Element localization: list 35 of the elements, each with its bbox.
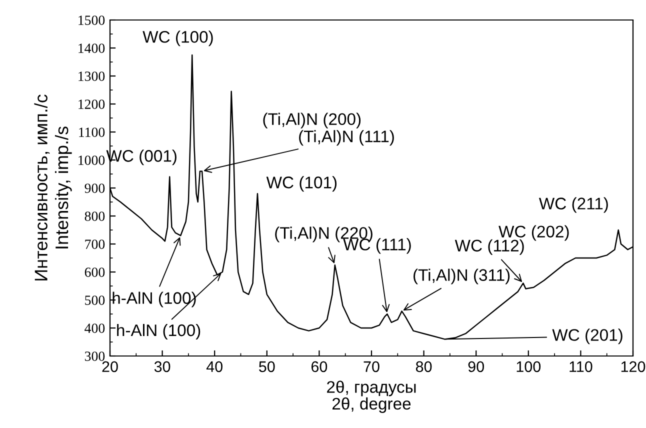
annotation: WC (201) xyxy=(552,328,622,344)
annotation: WC (100) xyxy=(142,30,213,46)
x-tick-label: 30 xyxy=(154,361,170,372)
x-tick-label: 120 xyxy=(621,361,646,372)
y-tick-label: 900 xyxy=(84,184,105,193)
annotation: (Ti,Al)N (111) xyxy=(299,130,394,146)
x-tick-label: 80 xyxy=(416,361,432,372)
y-tick-label: 400 xyxy=(84,324,105,333)
y-tick-label: 300 xyxy=(84,352,105,361)
x-tick-label: 20 xyxy=(102,361,118,372)
y-tick-label: 500 xyxy=(85,296,105,305)
x-tick-label: 50 xyxy=(259,361,275,372)
y-tick-label: 700 xyxy=(85,240,105,249)
y-tick-label: 1500 xyxy=(78,16,105,25)
y-axis-title: Интенсивность, имп./с Intensity, imp./s xyxy=(34,94,72,280)
annotation: WC (211) xyxy=(538,197,608,213)
x-tick-label: 100 xyxy=(516,361,541,372)
annotation: (Ti,Al)N (311) xyxy=(414,268,510,284)
x-axis-title: 2θ, градусы 2θ, degree xyxy=(327,380,416,413)
x-tick-label: 90 xyxy=(468,361,484,372)
y-tick-label: 1000 xyxy=(78,156,105,165)
annotation: (Ti,Al)N (200) xyxy=(263,112,361,128)
annotation: h-AlN (100) xyxy=(117,324,200,340)
x-tick-label: 70 xyxy=(364,361,380,372)
x-tick-label: 60 xyxy=(311,361,328,372)
annotation: WC (112) xyxy=(454,239,524,255)
y-tick-label: 1200 xyxy=(78,100,105,109)
y-tick-label: 1100 xyxy=(79,128,105,137)
y-tick-label: 600 xyxy=(84,268,105,277)
y-tick-label: 1400 xyxy=(78,44,105,53)
y-tick-label: 1300 xyxy=(78,72,105,81)
x-tick-label: 110 xyxy=(570,361,592,372)
annotation: WC (101) xyxy=(266,176,337,192)
x-tick-label: 40 xyxy=(206,361,222,372)
y-tick-label: 800 xyxy=(84,212,105,221)
